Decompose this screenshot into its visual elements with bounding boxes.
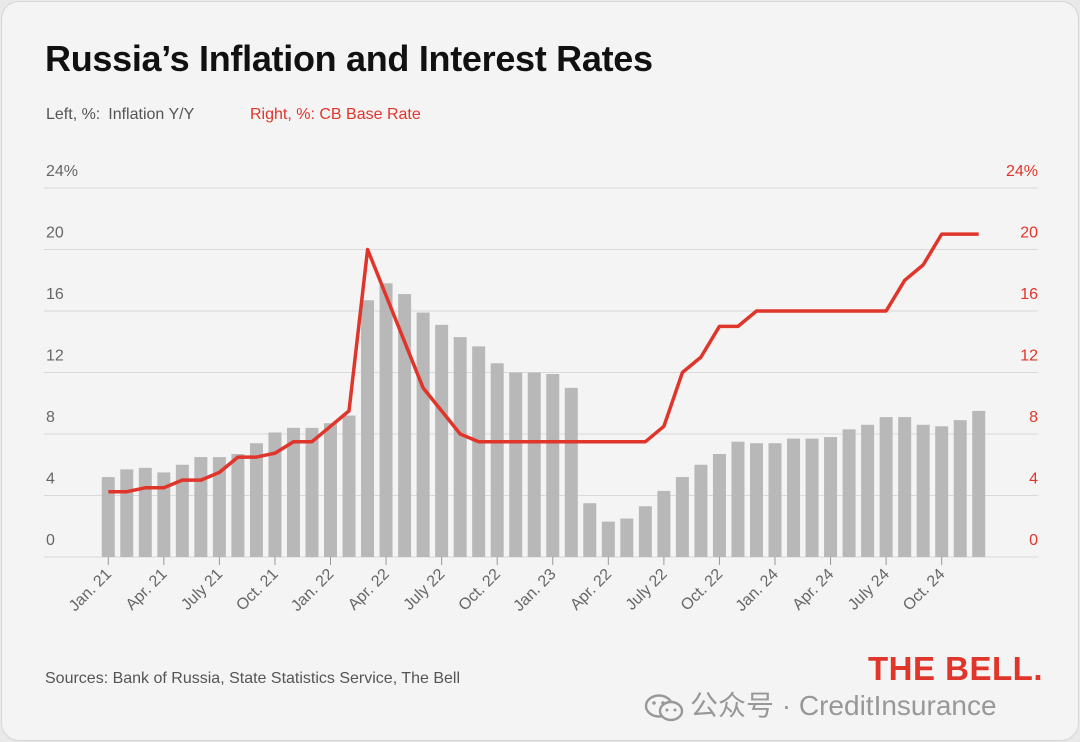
y-tick-left: 24%	[46, 163, 78, 180]
inflation-bar	[861, 424, 875, 557]
inflation-bar	[749, 443, 763, 557]
inflation-bar	[620, 518, 634, 557]
x-tick-label: July 22	[623, 566, 671, 614]
x-tick-label: Oct. 22	[456, 566, 505, 615]
inflation-bar	[824, 437, 838, 557]
x-tick-label: July 22	[401, 566, 449, 614]
inflation-bar	[657, 490, 671, 557]
x-tick-label: Apr. 22	[345, 566, 393, 614]
x-tick-label: Apr. 24	[790, 566, 838, 614]
y-axis-left: 0 4 8 12 16 20 24%	[46, 163, 78, 549]
y-tick-left: 20	[46, 225, 64, 242]
wechat-icon	[644, 693, 684, 721]
y-tick-right: 8	[1029, 409, 1038, 426]
inflation-bar	[472, 346, 486, 557]
inflation-bar	[509, 372, 523, 557]
inflation-bar	[361, 300, 375, 557]
inflation-bar	[324, 423, 338, 557]
inflation-bar	[212, 457, 226, 557]
x-tick-label: July 24	[845, 566, 893, 614]
inflation-bar	[175, 464, 189, 557]
inflation-bar	[398, 294, 412, 557]
x-tick-label: Oct. 24	[900, 566, 949, 615]
x-tick-label: July 21	[178, 566, 226, 614]
inflation-bar	[972, 410, 986, 557]
inflation-bar	[842, 429, 856, 557]
x-tick-label: Apr. 22	[567, 566, 615, 614]
base-rate-line	[108, 232, 979, 494]
inflation-bar	[231, 453, 245, 557]
inflation-bar	[675, 477, 689, 557]
y-tick-left: 8	[46, 409, 55, 426]
inflation-bar	[583, 503, 597, 557]
inflation-bar	[564, 387, 578, 557]
x-tick-label: Jan. 24	[733, 566, 782, 615]
y-tick-right: 20	[1020, 225, 1038, 242]
inflation-bar	[342, 415, 356, 557]
inflation-bar	[435, 324, 449, 557]
legend-left: Left, %: Inflation Y/Y	[46, 106, 202, 124]
x-tick-label: Jan. 23	[510, 566, 559, 615]
inflation-bar	[879, 417, 893, 557]
legend-left-axis-label: Left, %:	[46, 106, 101, 123]
inflation-bar	[305, 427, 319, 557]
inflation-bar	[805, 438, 819, 557]
chart-title: Russia’s Inflation and Interest Rates	[45, 38, 653, 79]
inflation-bar	[712, 453, 726, 557]
inflation-bar	[731, 441, 745, 557]
y-tick-left: 16	[46, 286, 64, 303]
inflation-bar	[935, 426, 949, 557]
legend-inflation-label: Inflation Y/Y	[108, 106, 195, 123]
inflation-bar	[638, 506, 652, 557]
x-tick-label: Oct. 21	[233, 566, 282, 615]
inflation-bar	[601, 521, 615, 557]
inflation-bar	[453, 337, 467, 557]
inflation-bar	[138, 467, 152, 557]
x-tick-label: Apr. 21	[123, 566, 171, 614]
inflation-bar	[379, 283, 393, 557]
y-tick-left: 4	[46, 471, 55, 488]
inflation-bar	[527, 372, 541, 557]
inflation-bar	[249, 443, 263, 557]
y-tick-left: 0	[46, 532, 55, 549]
x-axis: Jan. 21 Apr. 21 July 21 Oct. 21 Jan. 22 Apr. …	[66, 557, 949, 615]
inflation-bar	[768, 443, 782, 557]
y-axis-right: 0 4 8 12 16 20 24%	[1006, 163, 1038, 549]
inflation-bar	[101, 477, 115, 557]
y-tick-right: 16	[1020, 286, 1038, 303]
inflation-bar	[416, 312, 430, 557]
y-tick-right: 12	[1020, 348, 1038, 365]
inflation-bar	[286, 427, 300, 557]
inflation-bars	[101, 283, 986, 557]
inflation-bar	[157, 472, 171, 557]
inflation-bar	[787, 438, 801, 557]
y-tick-left: 12	[46, 348, 64, 365]
inflation-bar	[120, 469, 134, 557]
x-tick-label: Oct. 22	[678, 566, 727, 615]
inflation-bar	[916, 424, 930, 557]
watermark: 公众号 · CreditInsurance	[644, 684, 997, 724]
legend-base-rate-label: Right, %: CB Base Rate	[250, 106, 421, 123]
sources-note: Sources: Bank of Russia, State Statistic…	[45, 670, 460, 687]
y-tick-right: 4	[1029, 471, 1038, 488]
legend-right: Right, %: CB Base Rate	[250, 106, 429, 124]
inflation-bar	[898, 417, 912, 557]
base-rate-series-line	[108, 232, 979, 494]
the-bell-logo: THE BELL.	[868, 650, 1043, 687]
inflation-bar	[546, 374, 560, 557]
watermark-text: 公众号 · CreditInsurance	[690, 690, 997, 721]
inflation-bar	[490, 363, 504, 557]
y-tick-right: 0	[1029, 532, 1038, 549]
inflation-bar	[953, 420, 967, 557]
y-tick-right: 24%	[1006, 163, 1038, 180]
inflation-bar	[694, 464, 708, 557]
x-tick-label: Jan. 22	[288, 566, 337, 615]
inflation-bar	[268, 432, 282, 557]
x-tick-label: Jan. 21	[66, 566, 115, 615]
inflation-bar	[194, 457, 208, 557]
